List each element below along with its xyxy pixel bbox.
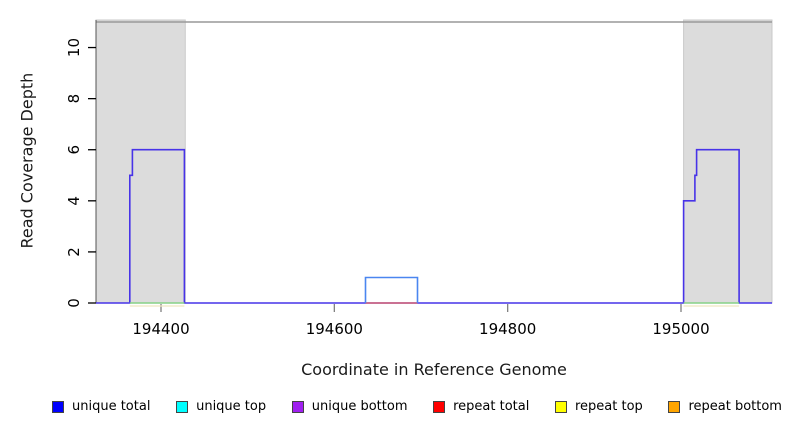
coverage-plot: 194400 194600 194800 195000 0 2 4 6 8 10 <box>65 19 773 338</box>
legend-item: repeat total <box>433 399 529 414</box>
masked-region <box>683 19 773 304</box>
x-tick-label: 194600 <box>306 320 363 338</box>
legend-swatch-icon <box>555 400 567 413</box>
legend-label: unique bottom <box>311 399 408 414</box>
legend-item: repeat bottom <box>668 399 782 414</box>
legend-label: unique total <box>72 399 151 414</box>
legend-label: repeat bottom <box>688 399 782 414</box>
legend-swatch-icon <box>176 400 189 413</box>
y-tick-label: 10 <box>65 38 83 57</box>
y-axis-title: Read Coverage Depth <box>17 72 37 249</box>
legend-swatch-icon <box>668 400 681 413</box>
y-tick-label: 2 <box>65 247 83 257</box>
legend-label: repeat top <box>575 399 643 414</box>
y-tick-label: 8 <box>65 94 83 104</box>
legend-label: unique top <box>196 399 267 414</box>
masked-region <box>95 19 186 304</box>
legend: unique total unique top unique bottom repea… <box>52 399 782 414</box>
legend-item: unique bottom <box>291 399 408 414</box>
legend-label: repeat total <box>453 399 530 414</box>
legend-item: unique total <box>52 399 150 414</box>
legend-swatch-icon <box>291 400 304 413</box>
legend-swatch-icon <box>52 400 64 413</box>
legend-item: repeat top <box>555 399 643 414</box>
legend-item: unique top <box>176 399 266 414</box>
legend-swatch-icon <box>433 400 446 413</box>
y-tick-label: 4 <box>65 196 83 206</box>
series-unique-coverage-line <box>96 148 772 304</box>
y-tick-label: 6 <box>65 145 83 155</box>
x-tick-label: 194400 <box>132 320 189 338</box>
x-tick-label: 194800 <box>479 320 536 338</box>
series-middle-bump-line <box>364 276 419 303</box>
x-axis-title: Coordinate in Reference Genome <box>301 360 567 379</box>
y-tick-label: 0 <box>65 298 83 308</box>
x-tick-label: 195000 <box>652 320 709 338</box>
